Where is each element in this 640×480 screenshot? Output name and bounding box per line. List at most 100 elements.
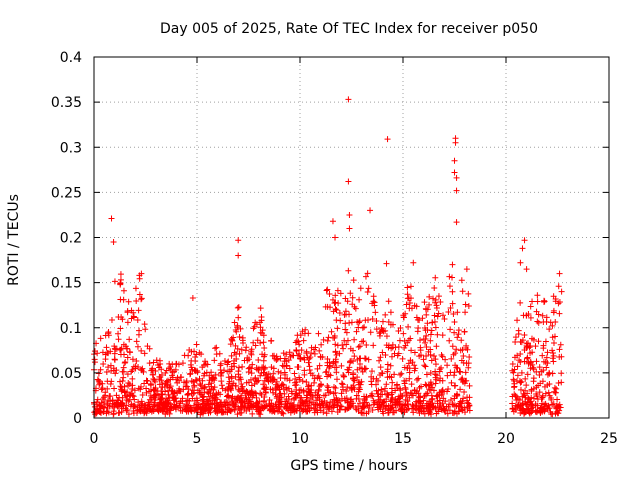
- data-point: [161, 401, 168, 408]
- data-point: [120, 374, 127, 381]
- data-point: [533, 368, 540, 375]
- data-point: [427, 369, 434, 376]
- data-point: [208, 380, 215, 387]
- data-point: [442, 398, 449, 405]
- data-point: [448, 379, 455, 386]
- data-point: [441, 315, 448, 322]
- data-point: [538, 395, 545, 402]
- data-point: [286, 365, 293, 372]
- data-point: [344, 384, 351, 391]
- data-point: [179, 360, 186, 367]
- data-point: [432, 374, 439, 381]
- data-point: [438, 405, 445, 412]
- data-point: [449, 274, 456, 281]
- data-point: [552, 319, 559, 326]
- data-point: [237, 403, 244, 410]
- data-point: [204, 389, 211, 396]
- data-point: [405, 323, 412, 330]
- data-point: [231, 319, 238, 326]
- data-point: [532, 408, 539, 415]
- data-point: [285, 357, 292, 364]
- data-point: [216, 405, 223, 412]
- data-point: [345, 267, 352, 274]
- data-point: [433, 410, 440, 417]
- y-tick-label: 0.05: [51, 366, 82, 382]
- data-point: [331, 364, 338, 371]
- data-point: [283, 387, 290, 394]
- data-point: [146, 406, 153, 413]
- data-point: [537, 380, 544, 387]
- data-point: [245, 369, 252, 376]
- data-point: [340, 386, 346, 393]
- data-point: [312, 406, 319, 413]
- data-point: [115, 330, 122, 337]
- data-point: [280, 410, 287, 417]
- data-point: [526, 396, 533, 403]
- data-point: [301, 356, 308, 363]
- data-point: [230, 360, 237, 367]
- data-point: [111, 356, 118, 363]
- data-point: [392, 344, 399, 351]
- data-point: [211, 405, 218, 412]
- data-point: [303, 379, 310, 386]
- data-point: [534, 292, 541, 299]
- data-point: [400, 330, 407, 337]
- data-point: [541, 401, 548, 408]
- data-point: [225, 384, 232, 391]
- data-point: [166, 365, 173, 372]
- data-point: [534, 298, 541, 305]
- data-point: [209, 376, 216, 383]
- data-point: [239, 337, 246, 344]
- data-point: [520, 390, 527, 397]
- data-point: [546, 326, 553, 333]
- data-point: [194, 387, 201, 394]
- data-point: [331, 383, 338, 390]
- data-point: [333, 317, 340, 324]
- data-point: [462, 301, 469, 308]
- data-point: [451, 382, 458, 389]
- data-point: [459, 288, 466, 295]
- data-point: [159, 391, 166, 398]
- data-point: [526, 344, 533, 351]
- data-point: [384, 136, 391, 143]
- data-point: [436, 389, 443, 396]
- data-point: [373, 317, 380, 324]
- data-point: [466, 353, 473, 360]
- data-point: [393, 382, 400, 389]
- data-point: [348, 386, 355, 393]
- data-point: [177, 404, 184, 411]
- data-point: [120, 287, 127, 294]
- data-point: [406, 375, 413, 382]
- data-point: [425, 410, 432, 417]
- data-point: [463, 266, 470, 273]
- data-point: [406, 369, 413, 376]
- data-point: [346, 402, 353, 409]
- data-point: [524, 355, 531, 362]
- data-point: [162, 402, 169, 409]
- data-point: [167, 383, 174, 390]
- data-point: [431, 318, 438, 325]
- data-point: [279, 381, 286, 388]
- data-point: [264, 374, 271, 381]
- data-point: [213, 344, 220, 351]
- data-point: [104, 378, 111, 385]
- data-point: [246, 364, 253, 371]
- data-point: [141, 380, 148, 387]
- data-point: [267, 373, 274, 380]
- data-point: [172, 395, 179, 402]
- data-point: [111, 278, 118, 285]
- data-point: [515, 395, 522, 402]
- data-point: [523, 266, 530, 273]
- data-point: [523, 382, 530, 389]
- data-point: [556, 404, 563, 411]
- data-point: [257, 324, 264, 331]
- data-point: [356, 364, 363, 371]
- data-point: [126, 391, 133, 398]
- data-point: [446, 337, 453, 344]
- data-point: [174, 374, 181, 381]
- data-point: [150, 394, 157, 401]
- data-point: [117, 271, 124, 278]
- data-point: [232, 326, 239, 333]
- data-point: [460, 395, 467, 402]
- data-point: [382, 311, 389, 318]
